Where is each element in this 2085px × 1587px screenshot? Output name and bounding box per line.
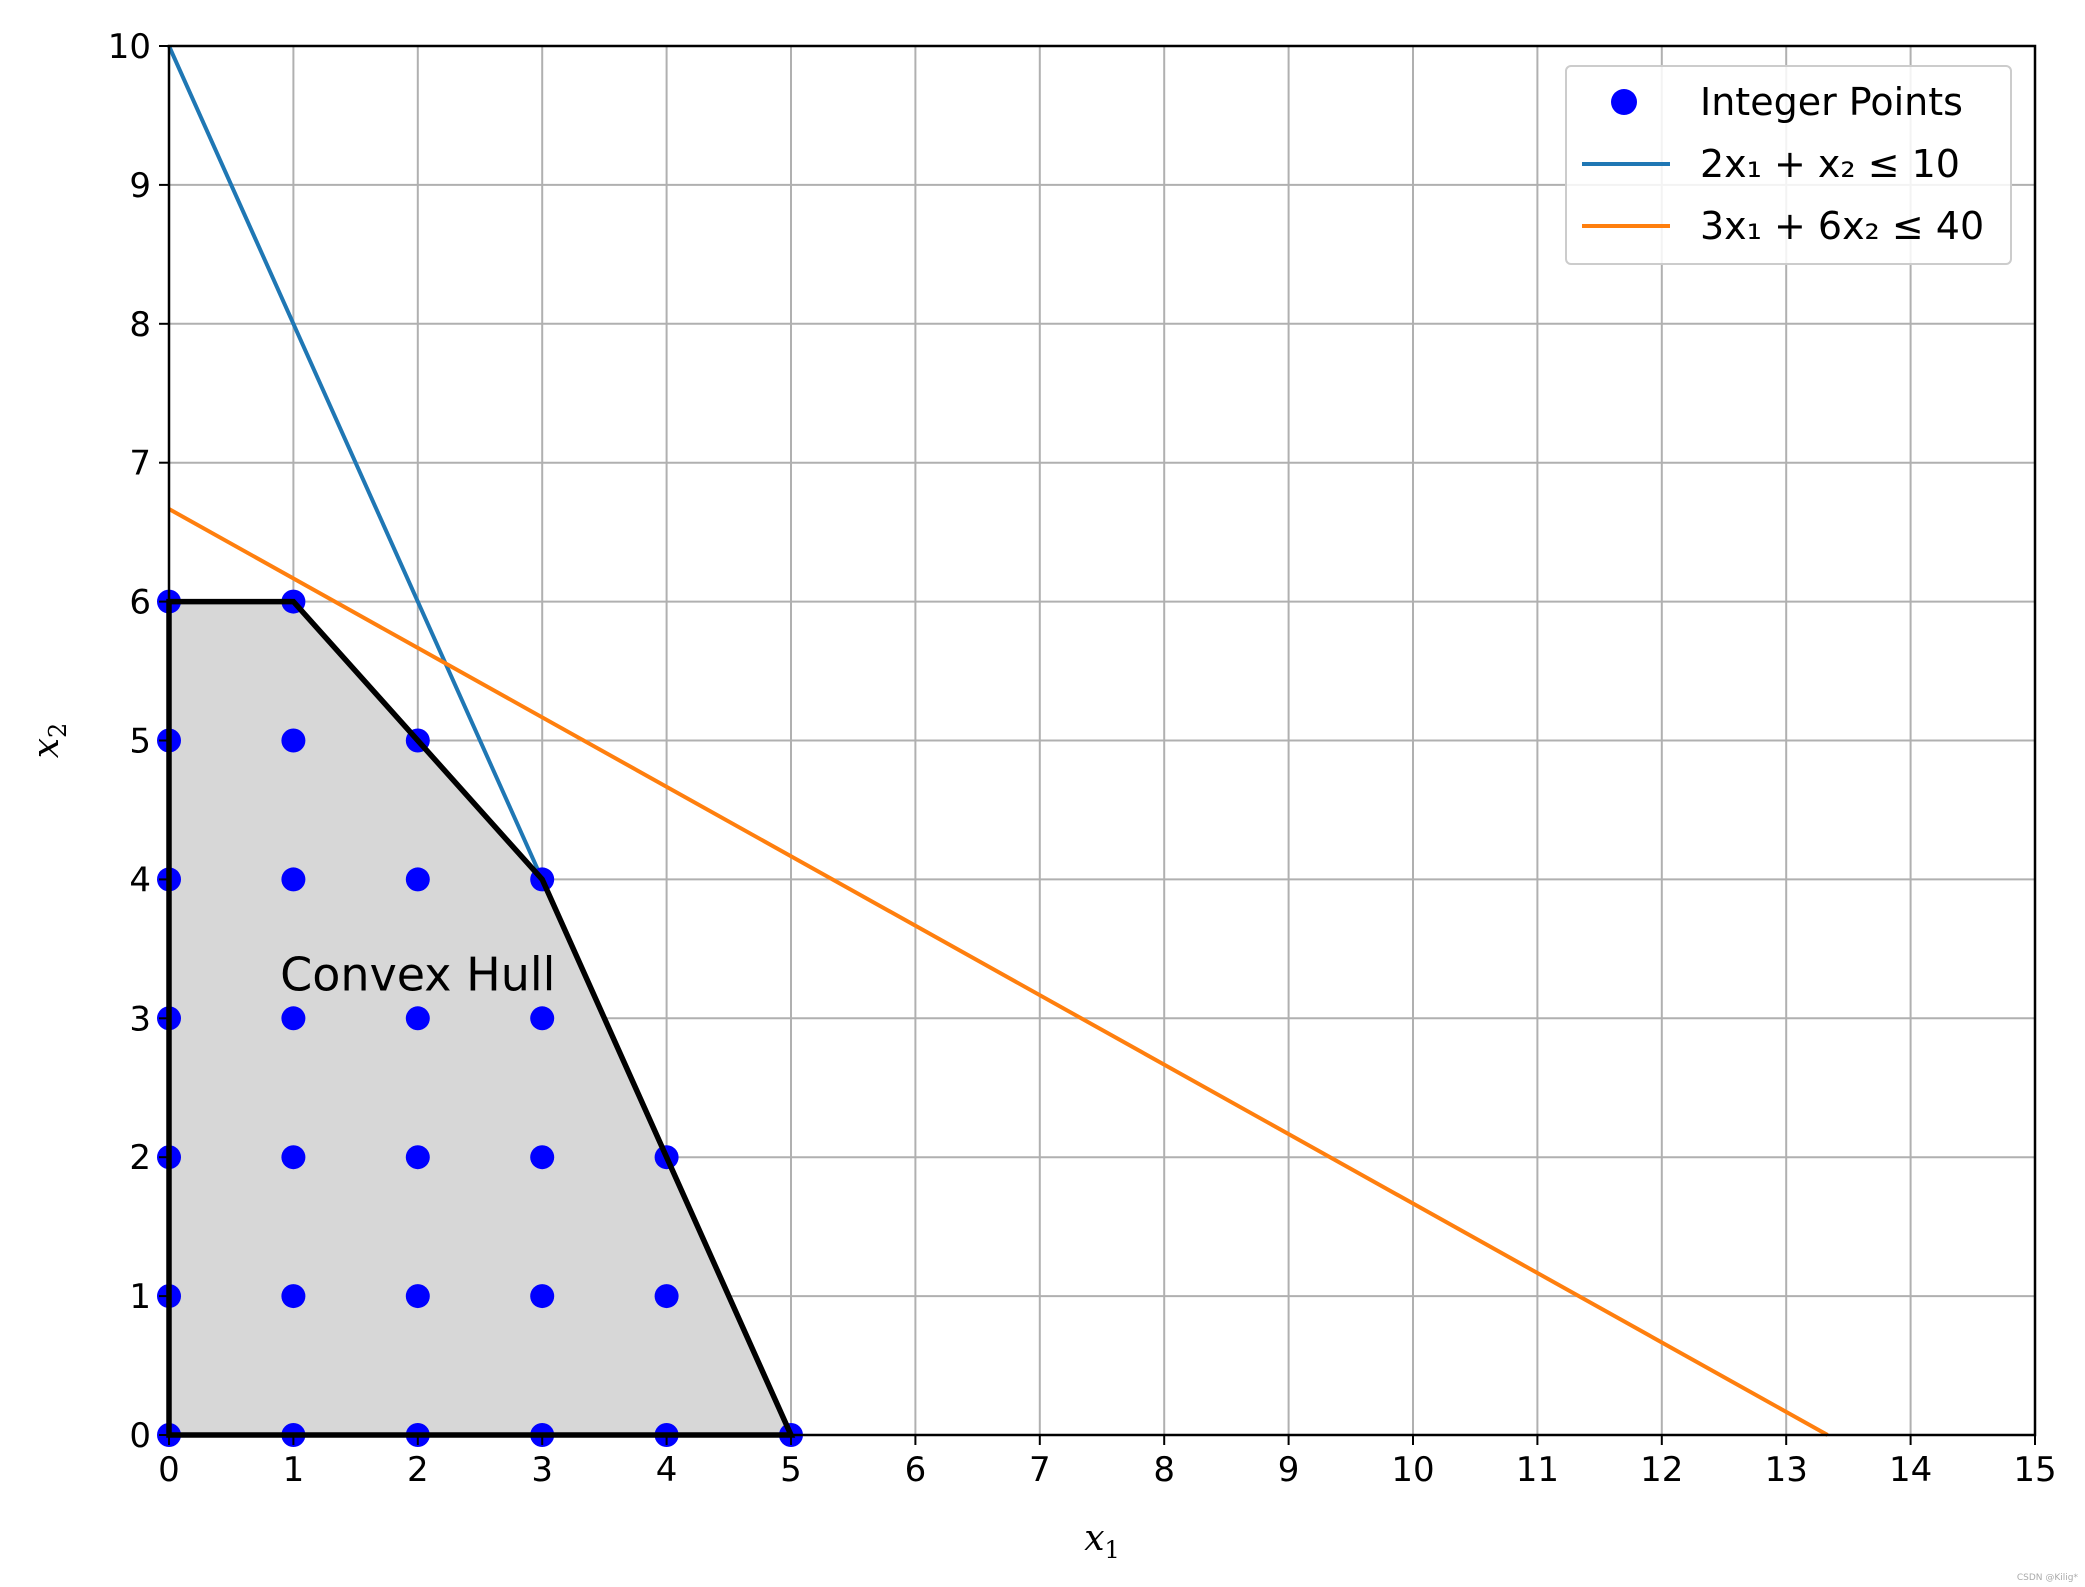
x-tick-label: 15	[2013, 1450, 2056, 1490]
x-tick-label: 9	[1278, 1450, 1300, 1490]
y-tick-label: 1	[129, 1277, 151, 1317]
y-axis-label-main: x	[26, 738, 67, 758]
constraint-line-1	[167, 45, 545, 881]
integer-point	[281, 728, 306, 753]
x-tick-label: 12	[1640, 1450, 1683, 1490]
constraint-lines-layer	[167, 45, 1829, 1437]
integer-point	[281, 1145, 306, 1170]
legend-box	[1565, 65, 2012, 265]
y-tick-label: 7	[129, 444, 151, 484]
integer-point	[405, 1006, 430, 1031]
y-tick-label: 8	[129, 305, 151, 345]
x-axis-label-subscript: 1	[1105, 1536, 1120, 1564]
x-tick-label: 0	[158, 1450, 180, 1490]
constraint-line-2	[168, 507, 1829, 1437]
y-tick-label: 10	[108, 27, 151, 67]
x-tick-label: 13	[1765, 1450, 1808, 1490]
integer-point	[405, 867, 430, 892]
x-axis-label-main: x	[1084, 1518, 1104, 1559]
x-tick-label: 11	[1516, 1450, 1559, 1490]
y-tick-label: 5	[129, 722, 151, 762]
integer-point	[530, 1145, 555, 1170]
legend-marker-integer-points	[1611, 89, 1637, 115]
x-tick-label: 4	[656, 1450, 678, 1490]
x-tick-label: 5	[780, 1450, 802, 1490]
y-tick-label: 9	[129, 166, 151, 206]
integer-point	[281, 1006, 306, 1031]
y-tick-label: 0	[129, 1416, 151, 1456]
x-axis-label: x1	[1084, 1518, 1120, 1564]
watermark-credit: CSDN @Kilig*	[2017, 1573, 2079, 1583]
legend-label-0: Integer Points	[1700, 80, 1963, 124]
integer-point	[281, 1284, 306, 1309]
legend: Integer Points 2x₁ + x₂ ≤ 10 3x₁ + 6x₂ ≤ 4…	[1565, 65, 2012, 265]
x-tick-label: 1	[283, 1450, 305, 1490]
integer-point	[530, 1284, 555, 1309]
integer-point	[405, 1284, 430, 1309]
convex-hull-annotation: Convex Hull	[280, 948, 555, 1002]
x-tick-label: 7	[1029, 1450, 1051, 1490]
x-tick-label: 6	[905, 1450, 927, 1490]
y-tick-label: 6	[129, 583, 151, 623]
x-tick-label: 2	[407, 1450, 429, 1490]
x-tick-label: 14	[1889, 1450, 1932, 1490]
y-tick-label: 2	[129, 1138, 151, 1178]
convex-hull-layer	[169, 601, 791, 1435]
legend-label-2: 3x₁ + 6x₂ ≤ 40	[1700, 204, 1984, 248]
integer-point	[281, 867, 306, 892]
y-tick-label: 3	[129, 999, 151, 1039]
y-axis-label-subscript: 2	[44, 723, 72, 738]
integer-point	[405, 1145, 430, 1170]
x-tick-label: 10	[1391, 1450, 1434, 1490]
integer-point	[654, 1284, 679, 1309]
x-tick-label: 3	[531, 1450, 553, 1490]
convex-hull-fill	[169, 601, 791, 1435]
y-tick-label: 4	[129, 860, 151, 900]
integer-point	[530, 1006, 555, 1031]
x-tick-label: 8	[1153, 1450, 1175, 1490]
y-axis-label: x2	[26, 723, 72, 759]
legend-label-1: 2x₁ + x₂ ≤ 10	[1700, 142, 1960, 186]
